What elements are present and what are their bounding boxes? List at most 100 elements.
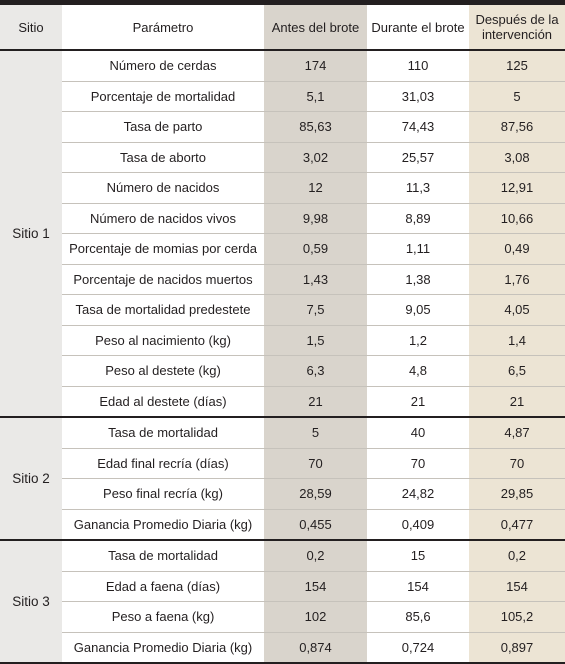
parameter-cell: Ganancia Promedio Diaria (kg) xyxy=(62,509,264,541)
before-value: 28,59 xyxy=(264,478,367,510)
table-row: Tasa de aborto 3,02 25,57 3,08 xyxy=(0,142,565,173)
after-value: 125 xyxy=(469,50,565,82)
table-row: Porcentaje de nacidos muertos 1,43 1,38 1,7… xyxy=(0,264,565,295)
table-row: Peso a faena (kg) 102 85,6 105,2 xyxy=(0,601,565,633)
after-value: 1,4 xyxy=(469,325,565,356)
table-row: Peso al destete (kg) 6,3 4,8 6,5 xyxy=(0,355,565,387)
after-value: 1,76 xyxy=(469,264,565,295)
before-value: 0,455 xyxy=(264,509,367,541)
parameter-cell: Tasa de mortalidad predestete xyxy=(62,294,264,326)
table-row: Edad a faena (días) 154 154 154 xyxy=(0,571,565,602)
before-value: 102 xyxy=(264,601,367,633)
table-row: Edad final recría (días) 70 70 70 xyxy=(0,448,565,479)
header-before: Antes del brote xyxy=(264,5,367,51)
table-row: Número de nacidos 12 11,3 12,91 xyxy=(0,172,565,204)
parameter-cell: Edad al destete (días) xyxy=(62,386,264,418)
parameter-cell: Peso a faena (kg) xyxy=(62,601,264,633)
during-value: 4,8 xyxy=(367,355,469,387)
after-value: 5 xyxy=(469,81,565,112)
during-value: 110 xyxy=(367,50,469,82)
parameter-cell: Número de nacidos xyxy=(62,172,264,204)
during-value: 74,43 xyxy=(367,111,469,143)
table-row: Peso final recría (kg) 28,59 24,82 29,85 xyxy=(0,478,565,510)
before-value: 0,2 xyxy=(264,540,367,572)
after-value: 154 xyxy=(469,571,565,602)
header-site: Sitio xyxy=(0,5,62,51)
header-after-line1: Después de la xyxy=(475,12,559,27)
table-row: Tasa de parto 85,63 74,43 87,56 xyxy=(0,111,565,143)
header-during: Durante el brote xyxy=(367,5,469,51)
during-value: 1,38 xyxy=(367,264,469,295)
header-row: Sitio Parámetro Antes del brote Durante … xyxy=(0,5,565,51)
during-value: 25,57 xyxy=(367,142,469,173)
before-value: 0,874 xyxy=(264,632,367,664)
parameter-cell: Tasa de mortalidad xyxy=(62,540,264,572)
during-value: 0,724 xyxy=(367,632,469,664)
before-value: 85,63 xyxy=(264,111,367,143)
before-value: 3,02 xyxy=(264,142,367,173)
before-value: 1,5 xyxy=(264,325,367,356)
before-value: 1,43 xyxy=(264,264,367,295)
parameter-cell: Tasa de mortalidad xyxy=(62,417,264,449)
before-value: 9,98 xyxy=(264,203,367,234)
after-value: 6,5 xyxy=(469,355,565,387)
table-row: Sitio 3 Tasa de mortalidad 0,2 15 0,2 xyxy=(0,540,565,664)
table-row: Ganancia Promedio Diaria (kg) 0,455 0,409 0… xyxy=(0,509,565,541)
during-value: 24,82 xyxy=(367,478,469,510)
site-label: Sitio 1 xyxy=(0,50,62,418)
site-label: Sitio 2 xyxy=(0,417,62,541)
after-value: 0,2 xyxy=(469,540,565,572)
during-value: 11,3 xyxy=(367,172,469,204)
parameter-cell: Peso al nacimiento (kg) xyxy=(62,325,264,356)
table-row: Tasa de mortalidad predestete 7,5 9,05 4,05 xyxy=(0,294,565,326)
after-value: 3,08 xyxy=(469,142,565,173)
after-value: 10,66 xyxy=(469,203,565,234)
after-value: 29,85 xyxy=(469,478,565,510)
parameter-cell: Porcentaje de momias por cerda xyxy=(62,233,264,265)
after-value: 4,87 xyxy=(469,417,565,449)
parameter-cell: Porcentaje de nacidos muertos xyxy=(62,264,264,295)
during-value: 1,11 xyxy=(367,233,469,265)
table-row: Edad al destete (días) 21 21 21 xyxy=(0,386,565,418)
during-value: 21 xyxy=(367,386,469,418)
table-row: Porcentaje de momias por cerda 0,59 1,11 0,… xyxy=(0,233,565,265)
before-value: 5,1 xyxy=(264,81,367,112)
after-value: 87,56 xyxy=(469,111,565,143)
during-value: 40 xyxy=(367,417,469,449)
after-value: 0,49 xyxy=(469,233,565,265)
table-row: Sitio 1 Número de cerdas 174 110 125 xyxy=(0,50,565,418)
during-value: 70 xyxy=(367,448,469,479)
header-after-line2: intervención xyxy=(481,27,553,42)
during-value: 0,409 xyxy=(367,509,469,541)
during-value: 8,89 xyxy=(367,203,469,234)
table-row: Peso al nacimiento (kg) 1,5 1,2 1,4 xyxy=(0,325,565,356)
parameter-cell: Edad a faena (días) xyxy=(62,571,264,602)
before-value: 5 xyxy=(264,417,367,449)
parameter-cell: Porcentaje de mortalidad xyxy=(62,81,264,112)
before-value: 6,3 xyxy=(264,355,367,387)
before-value: 21 xyxy=(264,386,367,418)
parameter-cell: Edad final recría (días) xyxy=(62,448,264,479)
parameter-cell: Número de cerdas xyxy=(62,50,264,82)
site-label: Sitio 3 xyxy=(0,540,62,664)
data-table: Sitio Parámetro Antes del brote Durante … xyxy=(0,5,565,664)
during-value: 154 xyxy=(367,571,469,602)
before-value: 174 xyxy=(264,50,367,82)
after-value: 12,91 xyxy=(469,172,565,204)
after-value: 0,897 xyxy=(469,632,565,664)
parameter-cell: Tasa de parto xyxy=(62,111,264,143)
before-value: 0,59 xyxy=(264,233,367,265)
header-after: Después de la intervención xyxy=(469,5,565,51)
during-value: 9,05 xyxy=(367,294,469,326)
before-value: 12 xyxy=(264,172,367,204)
before-value: 70 xyxy=(264,448,367,479)
before-value: 7,5 xyxy=(264,294,367,326)
after-value: 70 xyxy=(469,448,565,479)
parameter-cell: Ganancia Promedio Diaria (kg) xyxy=(62,632,264,664)
after-value: 0,477 xyxy=(469,509,565,541)
after-value: 105,2 xyxy=(469,601,565,633)
parameter-cell: Tasa de aborto xyxy=(62,142,264,173)
table-row: Número de nacidos vivos 9,98 8,89 10,66 xyxy=(0,203,565,234)
parameter-cell: Peso final recría (kg) xyxy=(62,478,264,510)
during-value: 15 xyxy=(367,540,469,572)
